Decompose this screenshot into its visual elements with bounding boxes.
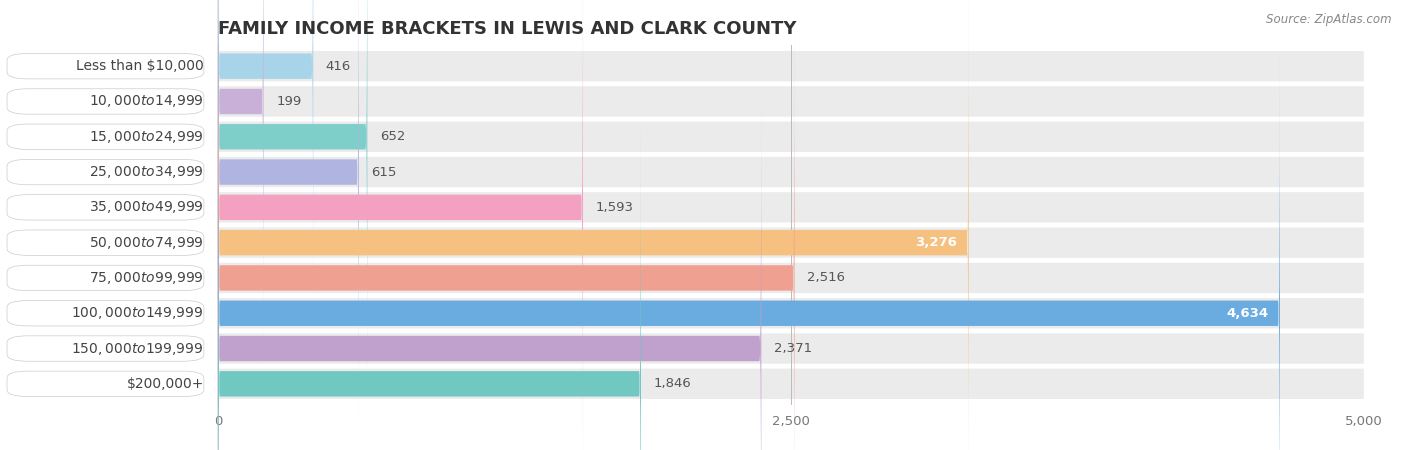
FancyBboxPatch shape [218,157,1364,187]
Text: 3,276: 3,276 [915,236,957,249]
FancyBboxPatch shape [218,298,1364,328]
FancyBboxPatch shape [218,0,367,406]
FancyBboxPatch shape [218,114,641,450]
FancyBboxPatch shape [218,79,761,450]
FancyBboxPatch shape [218,0,969,450]
FancyBboxPatch shape [218,263,1364,293]
FancyBboxPatch shape [218,192,1364,223]
Text: 2,371: 2,371 [773,342,813,355]
FancyBboxPatch shape [218,86,1364,117]
FancyBboxPatch shape [218,0,314,336]
Text: 4,634: 4,634 [1226,307,1268,320]
Text: $25,000 to $34,999: $25,000 to $34,999 [89,164,204,180]
FancyBboxPatch shape [218,0,263,371]
Text: Source: ZipAtlas.com: Source: ZipAtlas.com [1267,14,1392,27]
Text: $10,000 to $14,999: $10,000 to $14,999 [89,94,204,109]
FancyBboxPatch shape [218,369,1364,399]
Text: $200,000+: $200,000+ [127,377,204,391]
Text: FAMILY INCOME BRACKETS IN LEWIS AND CLARK COUNTY: FAMILY INCOME BRACKETS IN LEWIS AND CLAR… [218,20,796,38]
Text: 1,593: 1,593 [596,201,634,214]
Text: 2,516: 2,516 [807,271,845,284]
Text: $35,000 to $49,999: $35,000 to $49,999 [89,199,204,216]
Text: 615: 615 [371,166,396,179]
FancyBboxPatch shape [218,122,1364,152]
Text: $75,000 to $99,999: $75,000 to $99,999 [89,270,204,286]
Text: 416: 416 [326,60,352,73]
Text: 199: 199 [276,95,301,108]
FancyBboxPatch shape [218,51,1364,81]
FancyBboxPatch shape [218,0,583,450]
FancyBboxPatch shape [218,44,1279,450]
Text: Less than $10,000: Less than $10,000 [76,59,204,73]
Text: $50,000 to $74,999: $50,000 to $74,999 [89,234,204,251]
Text: $150,000 to $199,999: $150,000 to $199,999 [72,341,204,356]
Text: $15,000 to $24,999: $15,000 to $24,999 [89,129,204,145]
FancyBboxPatch shape [218,227,1364,258]
FancyBboxPatch shape [218,0,359,442]
Text: 1,846: 1,846 [654,377,692,390]
Text: $100,000 to $149,999: $100,000 to $149,999 [72,305,204,321]
FancyBboxPatch shape [218,8,794,450]
FancyBboxPatch shape [218,333,1364,364]
Text: 652: 652 [380,130,405,143]
